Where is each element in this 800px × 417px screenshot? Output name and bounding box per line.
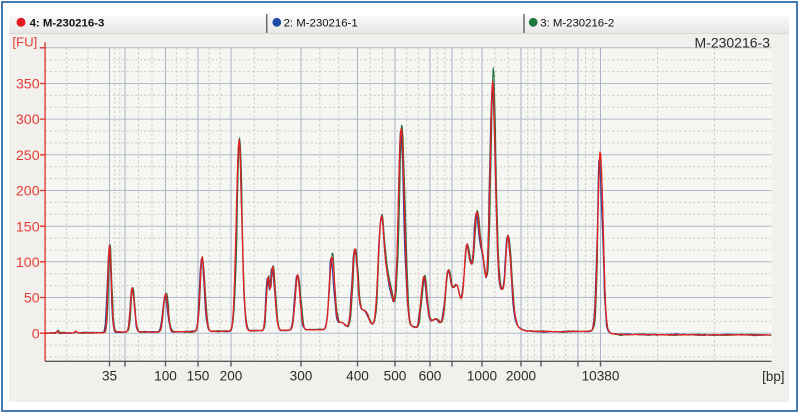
svg-text:200: 200: [220, 369, 243, 384]
svg-text:3: M-230216-2: 3: M-230216-2: [540, 17, 614, 29]
svg-text:1000: 1000: [467, 369, 498, 384]
svg-text:35: 35: [102, 369, 117, 384]
svg-text:100: 100: [154, 369, 177, 384]
svg-text:M-230216-3: M-230216-3: [695, 34, 771, 50]
svg-text:350: 350: [16, 77, 40, 93]
svg-text:100: 100: [16, 255, 40, 271]
svg-text:[bp]: [bp]: [762, 369, 784, 384]
svg-text:600: 600: [419, 369, 442, 384]
svg-text:300: 300: [290, 369, 313, 384]
svg-text:50: 50: [24, 291, 40, 307]
svg-text:200: 200: [16, 184, 40, 200]
svg-text:0: 0: [32, 326, 40, 342]
svg-text:500: 500: [384, 369, 407, 384]
svg-text:150: 150: [16, 219, 40, 235]
svg-text:10380: 10380: [582, 369, 620, 384]
svg-text:250: 250: [16, 148, 40, 164]
svg-text:300: 300: [16, 112, 40, 128]
svg-text:2000: 2000: [506, 369, 537, 384]
svg-text:400: 400: [346, 369, 369, 384]
svg-text:4: M-230216-3: 4: M-230216-3: [30, 17, 105, 29]
svg-text:2: M-230216-1: 2: M-230216-1: [284, 17, 358, 29]
svg-text:[FU]: [FU]: [12, 34, 37, 49]
svg-text:150: 150: [187, 369, 210, 384]
